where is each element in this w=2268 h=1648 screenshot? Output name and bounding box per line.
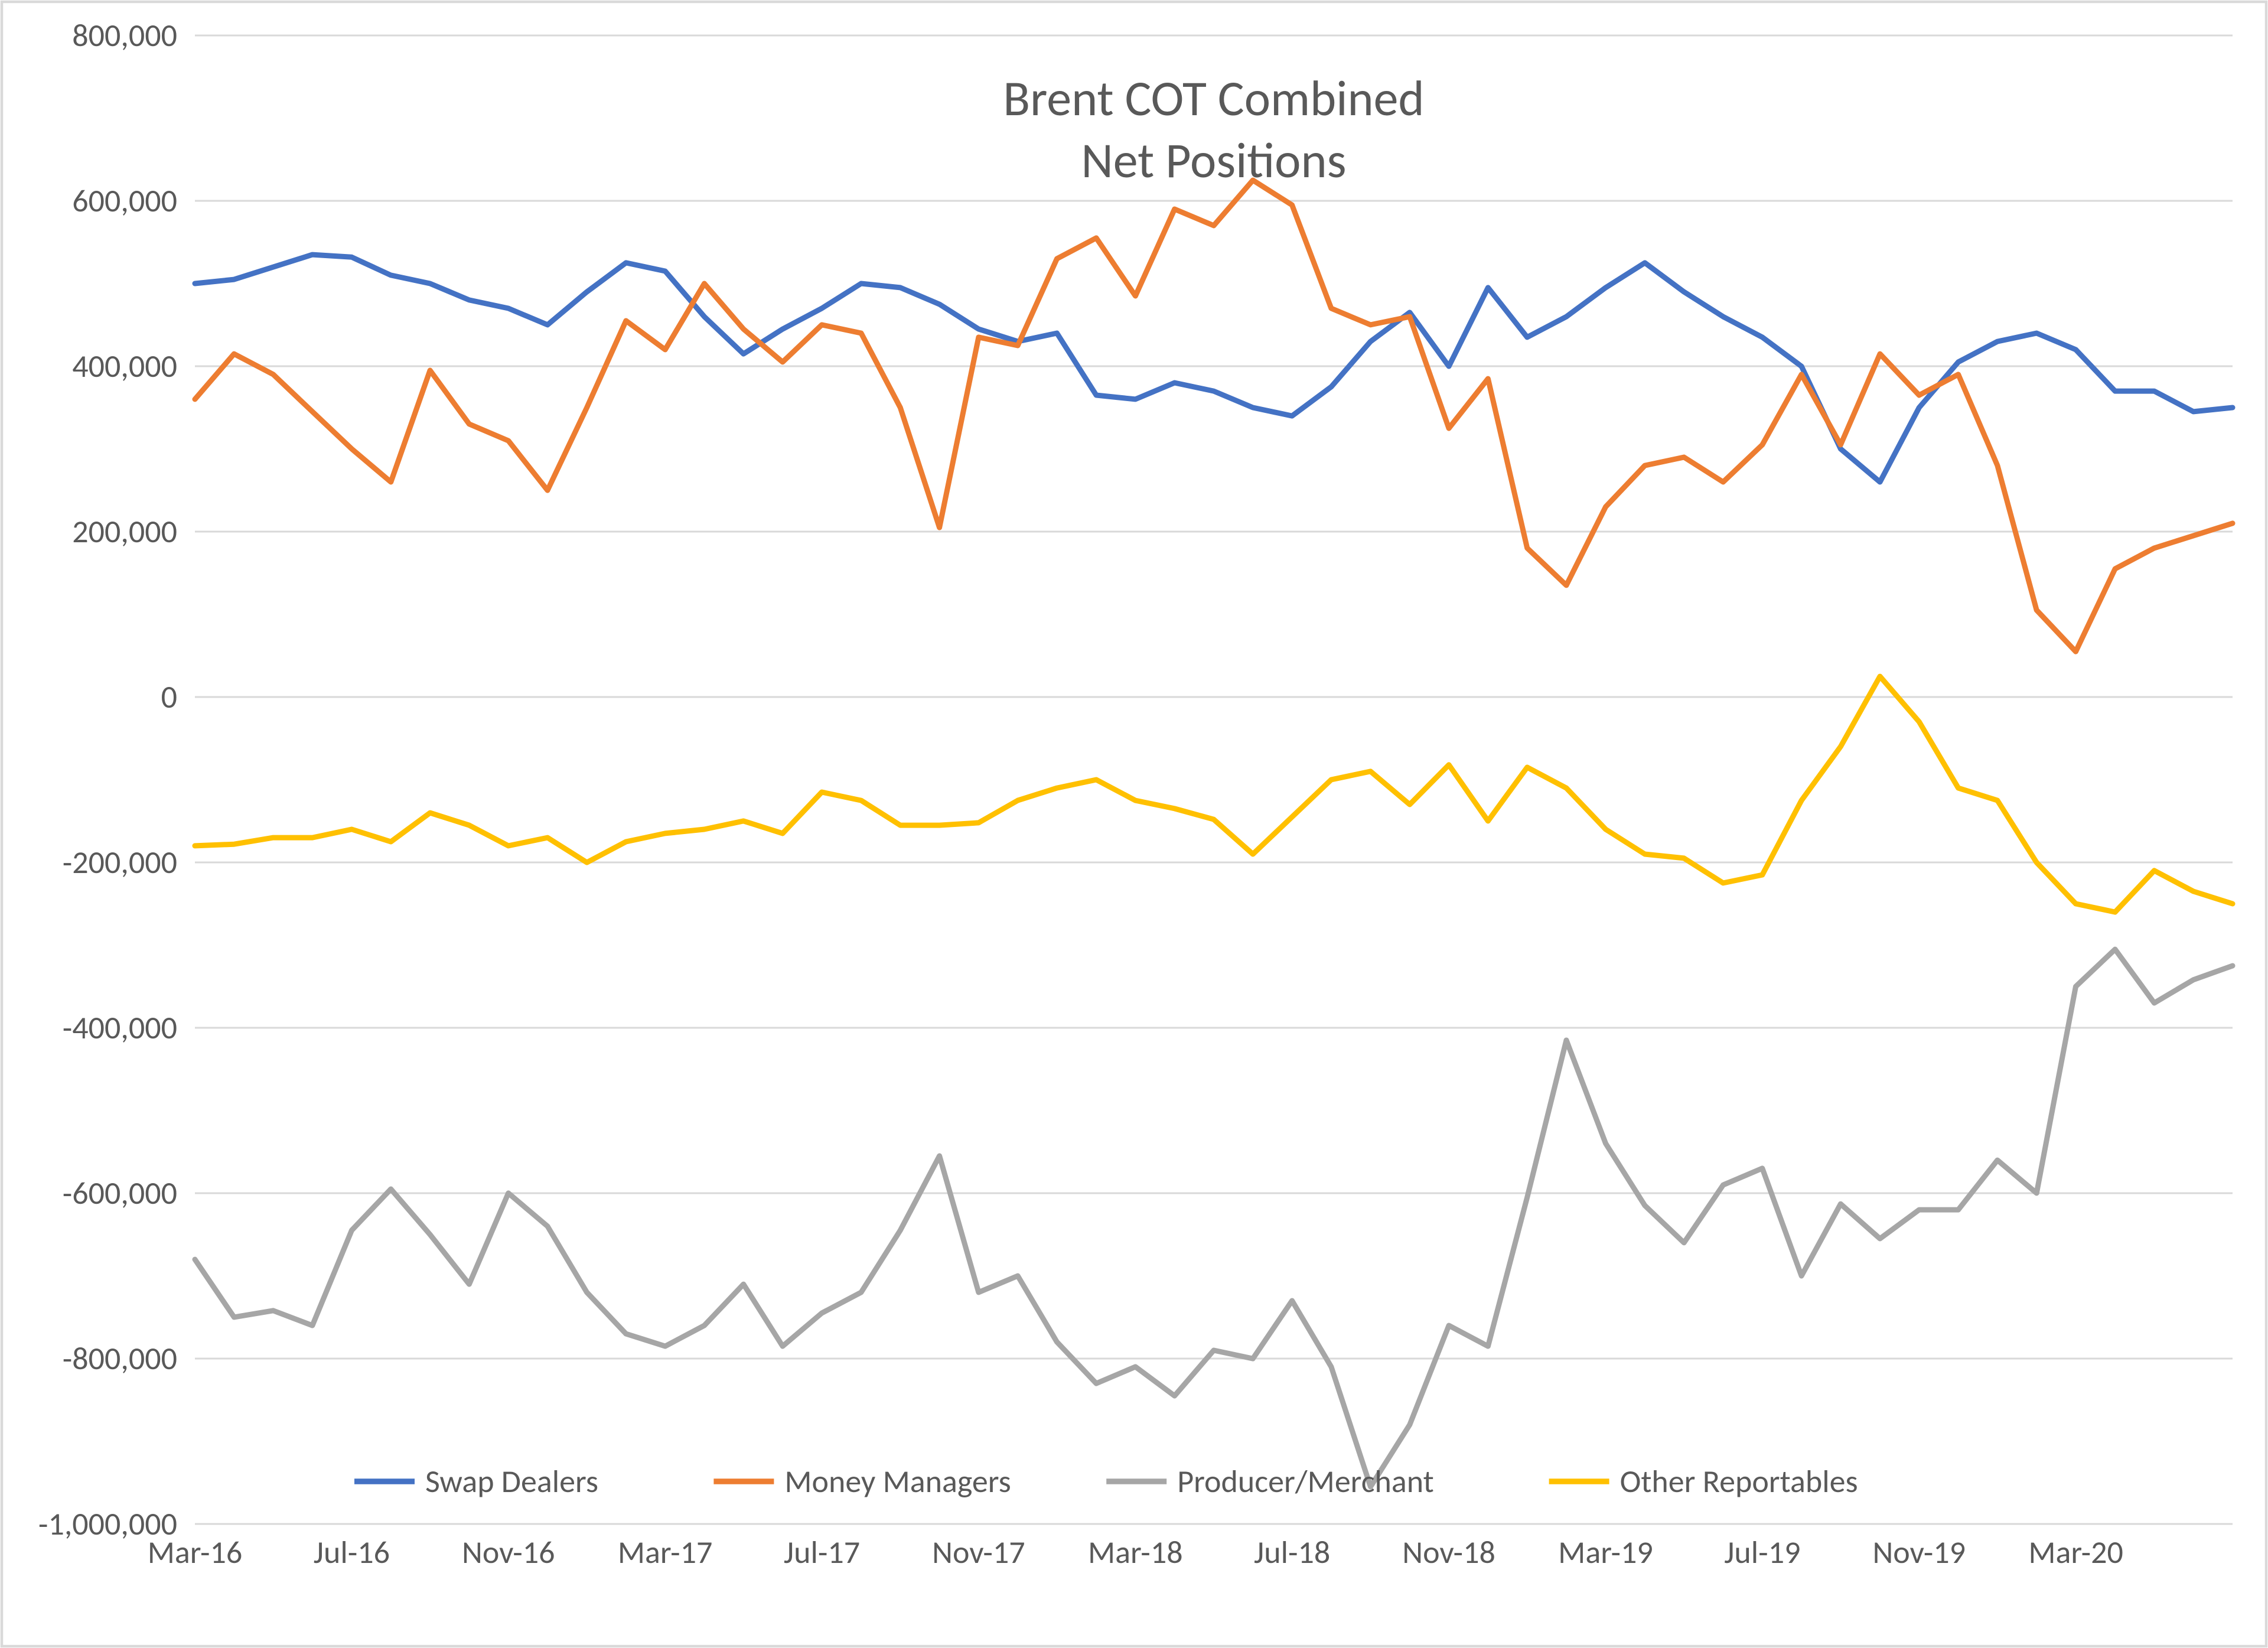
series-line (195, 180, 2233, 652)
y-tick-label: -600,000 (63, 1174, 177, 1213)
y-tick-label: -800,000 (63, 1339, 177, 1378)
y-tick-label: 800,000 (72, 16, 177, 55)
x-tick-label: Jul-17 (784, 1533, 860, 1572)
x-tick-label: Jul-19 (1724, 1533, 1800, 1572)
x-tick-label: Mar-16 (148, 1533, 243, 1572)
y-tick-label: 600,000 (72, 181, 177, 220)
chart-title-line1: Brent COT Combined (1003, 68, 1424, 129)
x-tick-label: Mar-20 (2028, 1533, 2123, 1572)
x-tick-label: Mar-17 (618, 1533, 713, 1572)
x-tick-label: Mar-18 (1088, 1533, 1183, 1572)
legend-label: Swap Dealers (425, 1462, 598, 1501)
legend-label: Producer/Merchant (1177, 1462, 1434, 1501)
x-tick-label: Nov-16 (462, 1533, 555, 1572)
y-tick-label: -400,000 (63, 1008, 177, 1047)
x-tick-label: Jul-16 (314, 1533, 390, 1572)
line-chart: -1,000,000-800,000-600,000-400,000-200,0… (0, 0, 2268, 1648)
x-tick-label: Jul-18 (1254, 1533, 1330, 1572)
legend-label: Other Reportables (1620, 1462, 1858, 1501)
series-line (195, 255, 2233, 482)
chart-container: -1,000,000-800,000-600,000-400,000-200,0… (0, 0, 2268, 1648)
chart-border (2, 2, 2266, 1646)
legend-label: Money Managers (784, 1462, 1011, 1501)
x-tick-label: Nov-17 (932, 1533, 1025, 1572)
y-tick-label: 400,000 (72, 347, 177, 386)
y-tick-label: 0 (161, 678, 177, 716)
y-tick-label: 200,000 (72, 512, 177, 551)
y-tick-label: -200,000 (63, 843, 177, 882)
x-tick-label: Nov-18 (1402, 1533, 1495, 1572)
chart-title-line2: Net Positions (1081, 130, 1347, 191)
x-tick-label: Nov-19 (1872, 1533, 1966, 1572)
series-line (195, 949, 2233, 1487)
x-tick-label: Mar-19 (1558, 1533, 1653, 1572)
series-line (195, 676, 2233, 912)
